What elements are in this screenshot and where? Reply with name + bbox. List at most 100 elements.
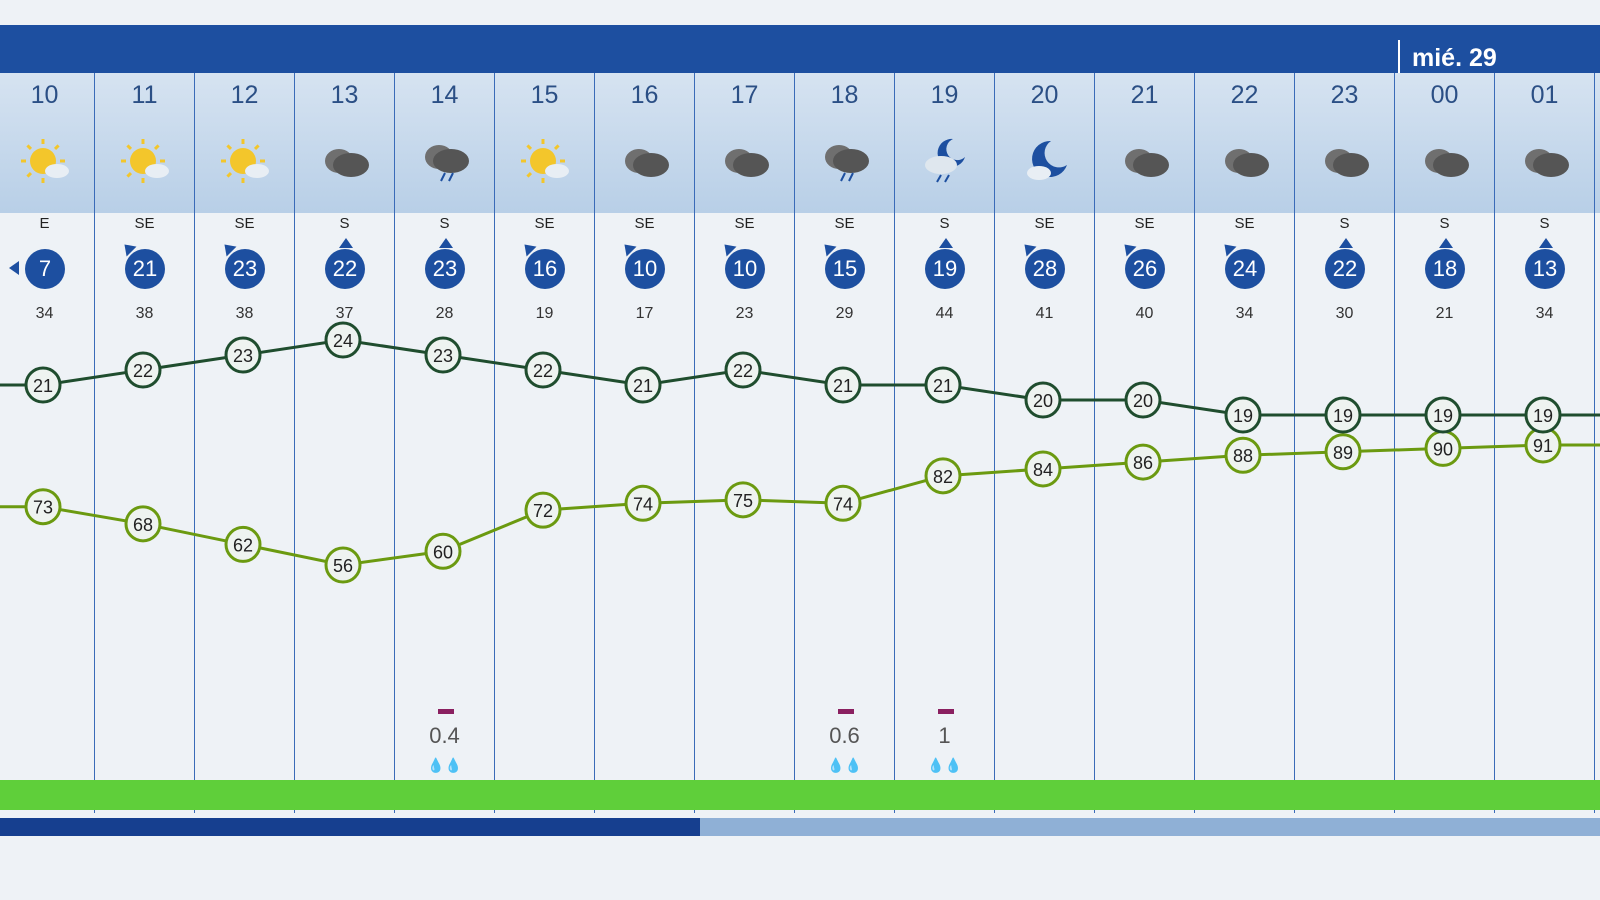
rain-drops-icon: 💧💧	[427, 757, 462, 773]
temperature-point: 21	[824, 366, 862, 404]
humidity-value: 84	[1033, 460, 1053, 480]
temperature-point: 23	[224, 336, 262, 374]
wind-speed: 21	[125, 249, 165, 289]
hour-column-19[interactable]: 19 S 19 44 1 💧💧	[895, 73, 995, 813]
wind-gust: 40	[1135, 305, 1154, 322]
humidity-value: 91	[1533, 436, 1553, 456]
scrollbar-thumb[interactable]	[0, 818, 700, 836]
hour-column-18[interactable]: 18 SE 15 29 0.6 💧💧	[795, 73, 895, 813]
wind-speed: 23	[225, 249, 265, 289]
humidity-value: 72	[533, 501, 553, 521]
wind-arrow-icon	[439, 238, 453, 248]
temperature-point: 19	[1224, 396, 1262, 434]
hour-column-20[interactable]: 20 SE 28 41	[995, 73, 1095, 813]
humidity-point: 82	[924, 457, 962, 495]
wind-direction: S	[439, 215, 450, 232]
temperature-point: 20	[1124, 381, 1162, 419]
temperature-point: 22	[524, 351, 562, 389]
temperature-value: 21	[933, 376, 953, 396]
hour-header	[0, 73, 1600, 213]
temperature-point: 22	[724, 351, 762, 389]
wind-gust: 19	[535, 305, 554, 322]
wind-gust: 21	[1435, 305, 1454, 322]
forecast-header-bar	[0, 25, 1600, 73]
hour-label: 21	[1130, 81, 1159, 109]
hour-column-00[interactable]: 00 S 18 21	[1395, 73, 1495, 813]
hour-column-16[interactable]: 16 SE 10 17	[595, 73, 695, 813]
humidity-value: 86	[1133, 453, 1153, 473]
hour-column-14[interactable]: 14 S 23 28 0.4 💧💧	[395, 73, 495, 813]
hour-column-22[interactable]: 22 SE 24 34	[1195, 73, 1295, 813]
humidity-point: 88	[1224, 436, 1262, 474]
hour-label: 12	[230, 81, 259, 109]
wind-gust: 17	[635, 305, 654, 322]
temperature-point: 21	[24, 366, 62, 404]
hour-column-15[interactable]: 15 SE 16 19	[495, 73, 595, 813]
humidity-point: 90	[1424, 429, 1462, 467]
temperature-value: 22	[133, 361, 153, 381]
temperature-value: 21	[633, 376, 653, 396]
wind-gust: 34	[35, 305, 54, 322]
wind-direction: SE	[1234, 215, 1255, 232]
temperature-value: 19	[1333, 406, 1353, 426]
hour-label: 01	[1530, 81, 1559, 109]
hour-column-10[interactable]: 10 E 7 34	[0, 73, 95, 813]
humidity-point: 68	[124, 505, 162, 543]
hour-label: 22	[1230, 81, 1259, 109]
temperature-point: 21	[624, 366, 662, 404]
humidity-point: 60	[424, 532, 462, 570]
rain-drops-icon: 💧💧	[827, 757, 862, 773]
temperature-point: 19	[1524, 396, 1562, 434]
hour-column-01[interactable]: 01 S 13 34	[1495, 73, 1595, 813]
wind-speed: 28	[1025, 249, 1065, 289]
rain-intensity-bar	[838, 709, 854, 714]
humidity-point: 84	[1024, 450, 1062, 488]
wind-speed: 24	[1225, 249, 1265, 289]
hourly-grid: 10 E 7 34 11 SE 21 38 12 SE 23 38 13 S 2…	[0, 73, 1600, 813]
wind-speed: 23	[425, 249, 465, 289]
moon-icon	[1017, 135, 1073, 185]
hour-label: 14	[430, 81, 459, 109]
day-label: mié. 29	[1398, 40, 1509, 76]
hour-column-23[interactable]: 23 S 22 30	[1295, 73, 1395, 813]
wind-gust: 28	[435, 305, 454, 322]
wind-gust: 34	[1235, 305, 1254, 322]
humidity-point: 74	[824, 484, 862, 522]
temperature-value: 21	[33, 376, 53, 396]
wind-direction: S	[339, 215, 350, 232]
hour-label: 19	[930, 81, 959, 109]
wind-direction: SE	[734, 215, 755, 232]
wind-direction: SE	[634, 215, 655, 232]
temperature-value: 19	[1533, 406, 1553, 426]
humidity-value: 75	[733, 491, 753, 511]
hour-label: 13	[330, 81, 359, 109]
hour-label: 10	[30, 81, 59, 109]
wind-arrow-icon	[339, 238, 353, 248]
humidity-point: 62	[224, 525, 262, 563]
wind-speed: 10	[725, 249, 765, 289]
hour-label: 11	[131, 81, 158, 109]
sun-icon	[517, 135, 573, 185]
wind-speed: 19	[925, 249, 965, 289]
rain-intensity-bar	[438, 709, 454, 714]
cloud-icon	[1517, 135, 1573, 185]
wind-gust: 38	[235, 305, 254, 322]
hour-column-11[interactable]: 11 SE 21 38	[95, 73, 195, 813]
hour-column-17[interactable]: 17 SE 10 23	[695, 73, 795, 813]
wind-direction: SE	[234, 215, 255, 232]
cloud-icon	[1417, 135, 1473, 185]
humidity-point: 86	[1124, 443, 1162, 481]
humidity-point: 72	[524, 491, 562, 529]
temperature-value: 23	[433, 346, 453, 366]
temperature-value: 23	[233, 346, 253, 366]
hour-column-13[interactable]: 13 S 22 37	[295, 73, 395, 813]
wind-direction: S	[1339, 215, 1350, 232]
temperature-value: 24	[333, 331, 353, 351]
wind-gust: 29	[835, 305, 854, 322]
hour-column-12[interactable]: 12 SE 23 38	[195, 73, 295, 813]
hour-column-21[interactable]: 21 SE 26 40	[1095, 73, 1195, 813]
wind-gust: 37	[335, 305, 354, 322]
wind-gust: 41	[1035, 305, 1054, 322]
wind-speed: 10	[625, 249, 665, 289]
cloud-icon	[1217, 135, 1273, 185]
